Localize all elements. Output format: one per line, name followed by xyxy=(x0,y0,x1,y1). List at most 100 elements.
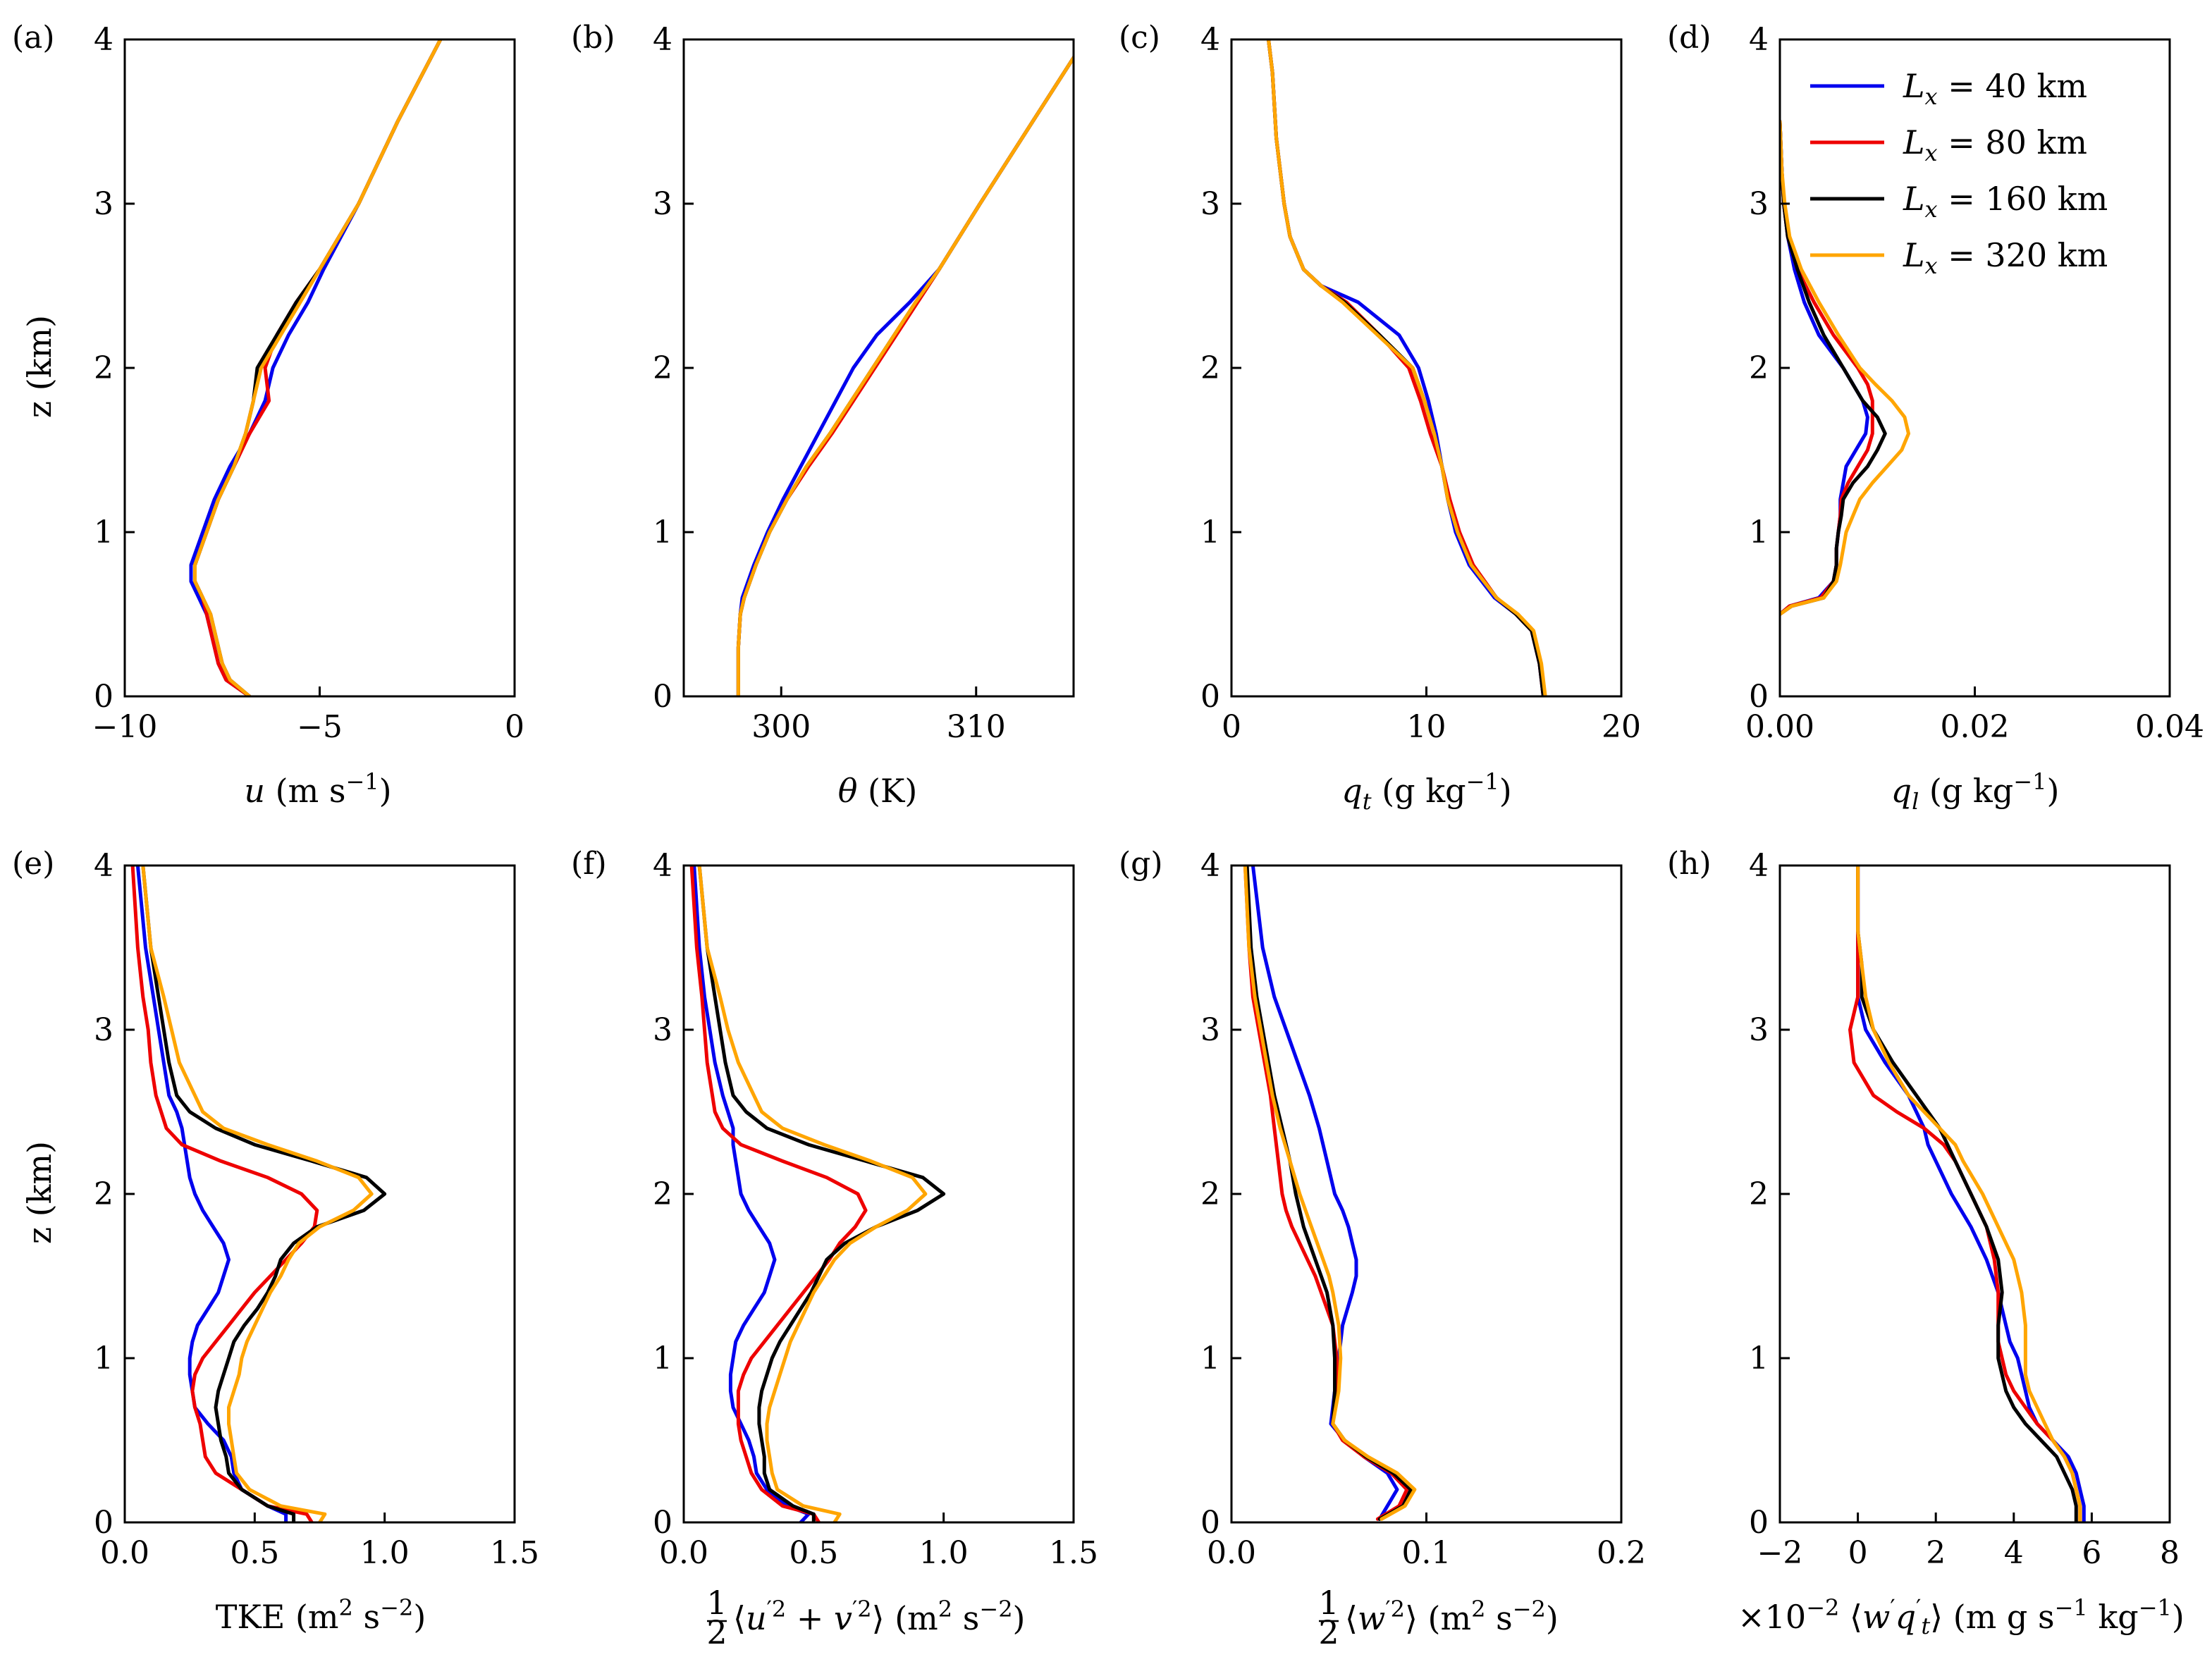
series-line-h-4 xyxy=(1856,866,2082,1522)
ytick-label-b-4: 4 xyxy=(653,22,672,58)
legend-label-2: Lx = 80 km xyxy=(1903,123,2087,166)
ytick-label-e-0: 0 xyxy=(94,1505,113,1541)
xtick-label-h-4: 6 xyxy=(2082,1535,2101,1571)
panel-label-f: (f) xyxy=(571,846,607,882)
xtick-label-f-3: 1.5 xyxy=(1049,1535,1098,1571)
ytick-label-a-0: 0 xyxy=(94,679,113,715)
xtick-label-a-0: −10 xyxy=(92,709,158,745)
ytick-label-c-3: 3 xyxy=(1200,186,1220,222)
ytick-label-g-1: 1 xyxy=(1200,1341,1220,1376)
svg-text:z (km): z (km) xyxy=(20,1141,59,1244)
xtick-label-h-2: 2 xyxy=(1926,1535,1946,1571)
panel-label-h: (h) xyxy=(1667,846,1712,882)
ytick-label-a-3: 3 xyxy=(94,186,113,222)
ytick-label-h-1: 1 xyxy=(1749,1341,1769,1376)
series-line-f-3 xyxy=(697,866,946,1522)
panel-label-e: (e) xyxy=(12,846,54,882)
series-line-d-4 xyxy=(1780,120,1910,616)
xlabel-g: 1 2 ⟨w′2⟩ (m2 s−2) xyxy=(1318,1584,1558,1651)
xlabel-b: θ (K) xyxy=(838,772,918,810)
series-line-h-3 xyxy=(1856,866,2078,1522)
xtick-label-e-0: 0.0 xyxy=(100,1535,149,1571)
ytick-label-h-4: 4 xyxy=(1749,848,1769,884)
xtick-label-a-1: −5 xyxy=(297,709,343,745)
ytick-label-g-0: 0 xyxy=(1200,1505,1220,1541)
series-line-f-1 xyxy=(692,866,811,1522)
xtick-label-e-3: 1.5 xyxy=(490,1535,539,1571)
ytick-label-g-2: 2 xyxy=(1200,1176,1220,1212)
ytick-label-b-0: 0 xyxy=(653,679,672,715)
ytick-label-c-2: 2 xyxy=(1200,350,1220,386)
panel-e: 0 1 2 3 4 0.0 0.5 1.0 1.5 (e) xyxy=(12,846,539,1571)
xtick-label-h-3: 4 xyxy=(2004,1535,2024,1571)
ytick-label-h-0: 0 xyxy=(1749,1505,1769,1541)
y-axis-label-top: z (km) xyxy=(20,315,59,418)
ytick-label-a-1: 1 xyxy=(94,515,113,550)
xtick-label-f-0: 0.0 xyxy=(659,1535,708,1571)
legend-label-3: Lx = 160 km xyxy=(1903,180,2108,223)
xtick-label-b-0: 300 xyxy=(751,709,811,745)
xtick-label-d-0: 0.00 xyxy=(1745,709,1814,745)
ytick-label-c-4: 4 xyxy=(1200,22,1220,58)
panel-label-d: (d) xyxy=(1667,20,1712,56)
ytick-label-c-0: 0 xyxy=(1200,679,1220,715)
xtick-label-a-2: 0 xyxy=(505,709,524,745)
xtick-label-c-0: 0 xyxy=(1222,709,1241,745)
ytick-label-b-2: 2 xyxy=(653,350,672,386)
series-line-d-3 xyxy=(1780,120,1887,616)
ytick-label-b-1: 1 xyxy=(653,515,672,550)
xtick-label-d-1: 0.02 xyxy=(1941,709,2010,745)
ytick-label-e-2: 2 xyxy=(94,1176,113,1212)
y-axis-label-bottom: z (km) xyxy=(20,1141,59,1244)
svg-text:⟨w′2⟩ (m2 s−2): ⟨w′2⟩ (m2 s−2) xyxy=(1345,1596,1559,1637)
xtick-label-e-1: 0.5 xyxy=(230,1535,279,1571)
svg-text:2: 2 xyxy=(706,1613,727,1651)
panel-label-a: (a) xyxy=(12,20,55,56)
xtick-label-c-1: 10 xyxy=(1407,709,1446,745)
xtick-label-c-2: 20 xyxy=(1602,709,1641,745)
panel-label-g: (g) xyxy=(1119,846,1163,882)
ytick-label-d-4: 4 xyxy=(1749,22,1769,58)
series-line-b-4 xyxy=(736,54,1074,696)
legend-label-4: Lx = 320 km xyxy=(1903,236,2108,279)
panel-c: 0 1 2 3 4 0 10 20 (c) xyxy=(1119,20,1641,745)
ytick-label-b-3: 3 xyxy=(653,186,672,222)
xlabel-f: 1 2 ⟨u′2 + v′2⟩ (m2 s−2) xyxy=(706,1584,1025,1651)
ytick-label-e-1: 1 xyxy=(94,1341,113,1376)
ytick-label-f-2: 2 xyxy=(653,1176,672,1212)
series-line-e-3 xyxy=(141,866,387,1522)
legend: Lx = 40 km Lx = 80 km Lx = 160 km Lx = 320 … xyxy=(1810,67,2108,279)
ytick-label-c-1: 1 xyxy=(1200,515,1220,550)
xlabel-c: qt (g kg−1) xyxy=(1341,768,1511,815)
series-line-c-4 xyxy=(1267,39,1547,696)
series-line-e-4 xyxy=(141,866,374,1522)
series-line-a-4 xyxy=(193,39,443,696)
ytick-label-g-4: 4 xyxy=(1200,848,1220,884)
xtick-label-g-1: 0.1 xyxy=(1402,1535,1451,1571)
ytick-label-e-3: 3 xyxy=(94,1012,113,1048)
ytick-label-a-4: 4 xyxy=(94,22,113,58)
xtick-label-g-0: 0.0 xyxy=(1207,1535,1256,1571)
svg-text:1: 1 xyxy=(706,1584,727,1622)
ytick-label-f-1: 1 xyxy=(653,1341,672,1376)
ytick-label-d-2: 2 xyxy=(1749,350,1769,386)
xtick-label-d-2: 0.04 xyxy=(2135,709,2204,745)
xtick-label-b-1: 310 xyxy=(947,709,1006,745)
ytick-label-d-3: 3 xyxy=(1749,186,1769,222)
ytick-label-f-4: 4 xyxy=(653,848,672,884)
xlabel-a: u (m s−1) xyxy=(244,768,391,810)
svg-text:z (km): z (km) xyxy=(20,315,59,418)
series-line-e-1 xyxy=(135,866,288,1522)
series-line-e-2 xyxy=(130,866,319,1522)
series-line-f-2 xyxy=(689,866,868,1522)
xtick-label-e-2: 1.0 xyxy=(360,1535,410,1571)
panel-f: 0 1 2 3 4 0.0 0.5 1.0 1.5 (f) xyxy=(571,846,1098,1571)
series-line-g-4 xyxy=(1243,866,1417,1521)
xtick-label-f-2: 1.0 xyxy=(919,1535,969,1571)
series-line-f-4 xyxy=(697,866,928,1522)
ytick-label-d-0: 0 xyxy=(1749,679,1769,715)
ytick-label-d-1: 1 xyxy=(1749,515,1769,550)
panel-d: 0 1 2 3 4 0.00 0.02 0.04 (d) xyxy=(1667,20,2204,745)
panel-label-c: (c) xyxy=(1119,20,1160,56)
